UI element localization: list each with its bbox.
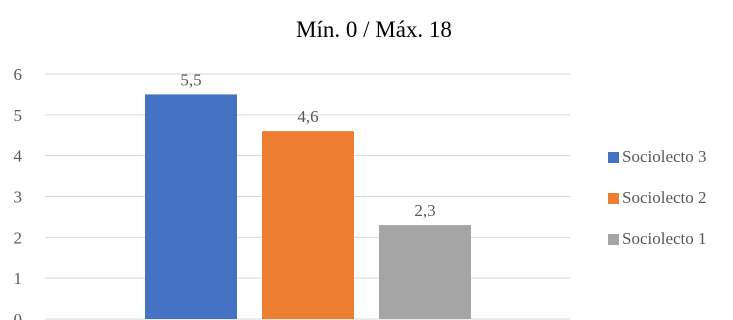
data-label: 2,3 [414,201,435,220]
chart-title: Mín. 0 / Máx. 18 [296,17,452,42]
y-tick-label: 5 [14,106,23,125]
legend: Sociolecto 3 Sociolecto 2 Sociolecto 1 [608,147,707,270]
legend-label: Sociolecto 1 [622,229,707,248]
legend-swatch [608,233,619,245]
y-tick-label: 1 [14,269,23,288]
legend-item: Sociolecto 1 [608,229,707,249]
legend-label: Sociolecto 2 [622,188,707,207]
data-label: 5,5 [180,70,201,89]
y-tick-label: 2 [14,228,23,247]
bar [145,94,237,320]
bar [262,131,354,319]
y-tick-label: 3 [14,188,23,207]
legend-label: Sociolecto 3 [622,147,707,166]
data-label: 4,6 [297,107,318,126]
y-tick-label: 4 [14,147,23,166]
legend-swatch [608,151,619,163]
legend-item: Sociolecto 3 [608,147,707,167]
y-tick-label: 6 [14,65,23,84]
legend-item: Sociolecto 2 [608,188,707,208]
bar [379,225,471,319]
y-tick-label: 0 [14,310,23,320]
legend-swatch [608,192,619,204]
